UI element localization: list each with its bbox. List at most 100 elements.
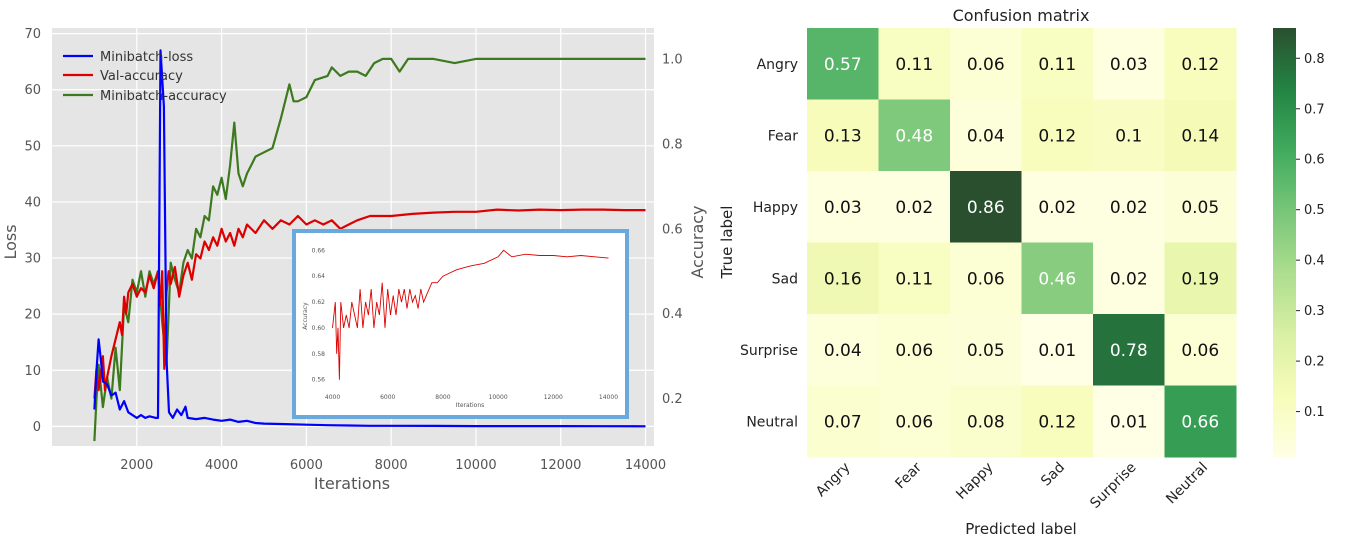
cm-cell — [878, 385, 951, 458]
inset-chart: 4000 6000 8000 10000 12000 14000 0.56 0.58 0.60… — [292, 229, 629, 419]
y-tick-labels: 0 10 20 30 40 50 60 70 — [24, 27, 41, 435]
inset-x-tick-label: 14000 — [599, 394, 618, 401]
y-axis-label: Loss — [1, 224, 20, 259]
x-axis-label: Iterations — [314, 474, 390, 493]
cm-x-axis-label: Predicted label — [965, 520, 1076, 537]
inset-x-tick-label: 8000 — [435, 394, 450, 401]
cm-cell — [1021, 242, 1094, 315]
cm-cell-value: 0.57 — [824, 55, 862, 75]
cm-cell — [807, 171, 879, 243]
cm-cell — [1164, 385, 1237, 458]
cm-cell-value: 0.16 — [824, 269, 862, 289]
cm-cell-value: 0.12 — [1038, 412, 1076, 432]
cm-cell — [950, 28, 1022, 100]
inset-y-tick-label: 0.64 — [312, 273, 326, 280]
colorbar-ticks: 0.1 0.2 0.3 0.4 0.5 0.6 0.7 0.8 — [1296, 52, 1325, 420]
cm-cell — [1021, 99, 1094, 172]
x-tick-label: 2000 — [120, 458, 153, 473]
y2-tick-label: 0.2 — [662, 392, 683, 407]
cm-cell-value: 0.19 — [1181, 269, 1219, 289]
cm-cell-value: 0.02 — [1110, 269, 1148, 289]
cm-cell — [807, 99, 879, 172]
colorbar-tick-label: 0.4 — [1304, 254, 1325, 269]
y-tick-label: 50 — [24, 139, 41, 154]
y-tick-label: 60 — [24, 83, 41, 98]
cm-cell-value: 0.13 — [824, 126, 862, 146]
cm-cell — [1093, 242, 1165, 315]
cm-cell-value: 0.04 — [967, 126, 1005, 146]
cm-cell — [1093, 385, 1165, 458]
cm-cell — [1021, 171, 1094, 243]
cm-cell-value: 0.11 — [895, 55, 933, 75]
cm-cell — [1093, 171, 1165, 243]
cm-col-label-neutral: Neutral — [1163, 460, 1211, 508]
cm-cell — [950, 171, 1022, 243]
inset-border — [292, 229, 629, 419]
cm-cell — [878, 99, 951, 172]
cm-col-label-fear: Fear — [892, 459, 925, 492]
y-tick-label: 20 — [24, 308, 41, 323]
cm-cell-value: 0.05 — [967, 341, 1005, 361]
cm-cell-value: 0.02 — [1038, 198, 1076, 218]
cm-row-label-surprise: Surprise — [740, 343, 798, 359]
cm-cell — [807, 28, 879, 100]
inset-x-axis-label: Iterations — [456, 402, 485, 409]
cm-col-label-surprise: Surprise — [1087, 460, 1139, 512]
y-tick-label: 0 — [33, 420, 41, 435]
cm-cell-value: 0.02 — [895, 198, 933, 218]
inset-series-path — [332, 249, 609, 380]
cm-cell — [1164, 99, 1237, 172]
cm-cell — [807, 385, 879, 458]
cm-row-label-fear: Fear — [768, 128, 798, 144]
cm-row-label-happy: Happy — [753, 200, 798, 216]
inset-y-tick-label: 0.56 — [312, 377, 326, 384]
cm-cell — [1093, 314, 1165, 386]
legend-label-minibatch-loss: Minibatch-loss — [100, 50, 193, 65]
cm-cell-value: 0.03 — [1110, 55, 1148, 75]
cm-cell — [878, 242, 951, 315]
cm-row-label-sad: Sad — [772, 271, 798, 287]
inset-y-tick-label: 0.60 — [312, 325, 326, 332]
cm-cell-value: 0.01 — [1038, 341, 1076, 361]
cm-cell-value: 0.78 — [1110, 341, 1148, 361]
cm-cell-value: 0.02 — [1110, 198, 1148, 218]
cm-cell — [950, 99, 1022, 172]
inset-x-tick-label: 6000 — [380, 394, 395, 401]
colorbar-tick-label: 0.3 — [1304, 304, 1325, 319]
y2-tick-label: 1.0 — [662, 52, 683, 67]
cm-cell-value: 0.48 — [895, 126, 933, 146]
cm-cell — [878, 314, 951, 386]
cm-cell — [1164, 242, 1237, 315]
y2-tick-label: 0.8 — [662, 137, 683, 152]
cm-title: Confusion matrix — [953, 6, 1090, 25]
cm-cell — [1093, 99, 1165, 172]
cm-cell — [878, 171, 951, 243]
cm-cell — [1021, 385, 1094, 458]
inset-y-axis-label: Accuracy — [302, 302, 309, 330]
inset-x-tick-label: 10000 — [489, 394, 508, 401]
legend: Minibatch-loss Val-accuracy Minibatch-ac… — [63, 50, 227, 104]
cm-col-label-happy: Happy — [953, 460, 996, 503]
cm-cell-value: 0.06 — [967, 55, 1005, 75]
cm-cell-value: 0.04 — [824, 341, 862, 361]
cm-cell-value: 0.11 — [895, 269, 933, 289]
y2-axis-label: Accuracy — [688, 205, 707, 278]
cm-cell-value: 0.1 — [1115, 126, 1142, 146]
colorbar — [1273, 28, 1296, 457]
cm-cell-value: 0.06 — [967, 269, 1005, 289]
series-lines — [93, 49, 646, 442]
inset-y-tick-labels: 0.56 0.58 0.60 0.62 0.64 0.66 — [312, 247, 326, 383]
cm-cell — [1093, 28, 1165, 100]
cm-cell — [1021, 314, 1094, 386]
x-tick-label: 4000 — [205, 458, 238, 473]
cm-cell — [807, 242, 879, 315]
cm-cell-value: 0.66 — [1181, 412, 1219, 432]
inset-y-tick-label: 0.66 — [312, 247, 326, 254]
y-tick-label: 30 — [24, 252, 41, 267]
cm-cell — [1021, 28, 1094, 100]
cm-cell-value: 0.12 — [1038, 126, 1076, 146]
y2-tick-label: 0.6 — [662, 222, 683, 237]
cm-cell — [807, 314, 879, 386]
cm-cell-value: 0.06 — [895, 341, 933, 361]
